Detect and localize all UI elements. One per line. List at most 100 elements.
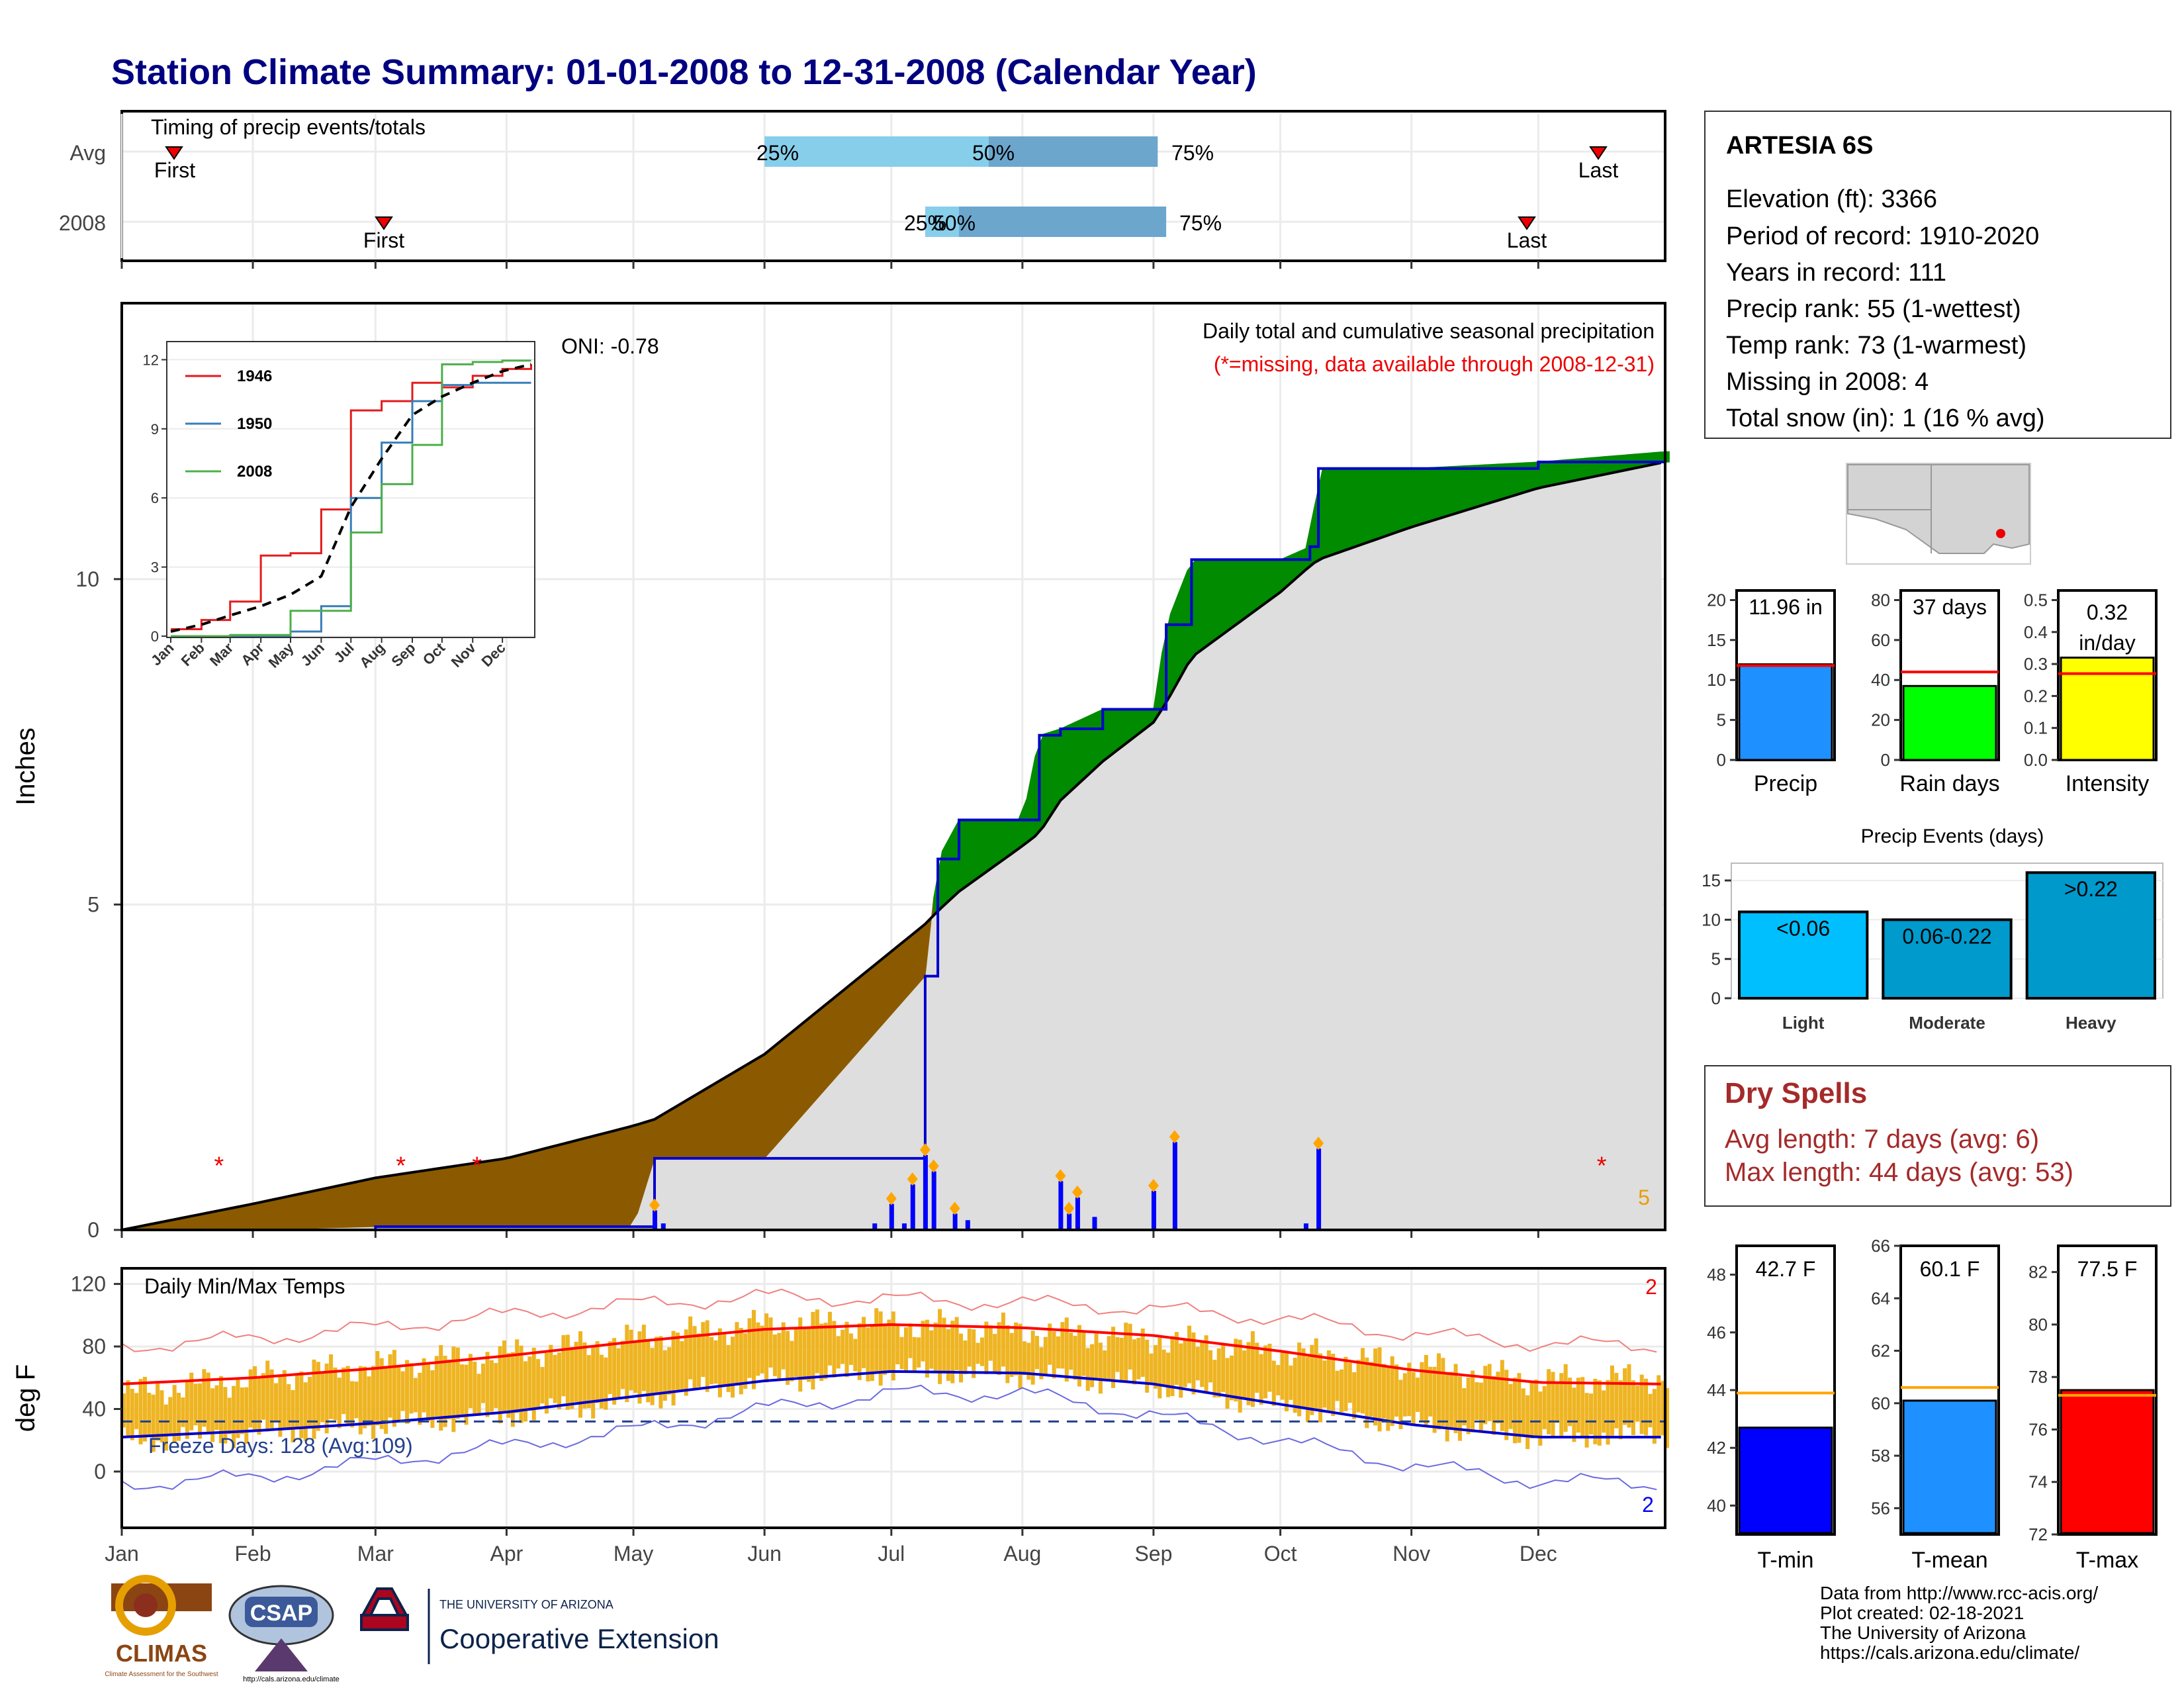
deficit-area xyxy=(755,1053,765,1159)
temp-summary-bar-t-min xyxy=(1738,1427,1833,1534)
surplus-area xyxy=(1254,559,1264,612)
daily-temp-bar xyxy=(684,1329,688,1396)
daily-temp-bar xyxy=(565,1335,570,1410)
daily-temp-bar xyxy=(582,1342,587,1409)
daily-temp-bar xyxy=(662,1350,667,1401)
daily-temp-bar xyxy=(823,1323,828,1380)
surplus-area xyxy=(1525,461,1535,492)
daily-temp-bar xyxy=(1424,1354,1428,1427)
temp-month-label: Sep xyxy=(1134,1542,1172,1566)
daily-temp-bar xyxy=(1402,1373,1407,1417)
daily-temp-bar xyxy=(1077,1325,1081,1387)
daily-temp-bar xyxy=(134,1393,139,1429)
daily-temp-bar xyxy=(1014,1322,1019,1376)
daily-temp-bar xyxy=(1559,1373,1564,1436)
temp-month-labels: Jan Feb Mar Apr May Jun Jul Aug Sep Oct Nov Dec xyxy=(105,1528,1557,1566)
daily-temp-bar xyxy=(963,1340,968,1374)
deficit-area xyxy=(553,1143,562,1227)
daily-temp-bar xyxy=(232,1385,236,1448)
daily-temp-bar xyxy=(163,1404,168,1451)
inset-legend-label: 2008 xyxy=(237,463,272,481)
dry-spells-max: Max length: 44 days (avg: 53) xyxy=(1725,1158,2073,1187)
summary-category-label: Precip xyxy=(1754,771,1817,796)
daily-temp-bar xyxy=(1276,1365,1281,1395)
daily-temp-bar xyxy=(1335,1370,1340,1401)
temp-yticks: 0 40 80 120 xyxy=(71,1272,122,1483)
daily-temp-bar xyxy=(1365,1357,1369,1429)
temp-ytick-label: 80 xyxy=(82,1335,106,1358)
daily-precip-bar xyxy=(1058,1181,1064,1230)
daily-temp-bar xyxy=(468,1354,473,1409)
avg-p25-p50-bar xyxy=(764,136,989,167)
daily-temp-bar xyxy=(832,1321,837,1378)
daily-temp-bar xyxy=(790,1340,794,1382)
surplus-area xyxy=(1474,464,1484,508)
daily-temp-bar xyxy=(717,1328,722,1397)
temp-summary-value-label: 42.7 F xyxy=(1756,1257,1816,1281)
precip-ytick-5: 5 xyxy=(87,892,99,916)
daily-precip-bar xyxy=(872,1223,878,1230)
temp-month-label: Apr xyxy=(490,1542,523,1566)
daily-temp-bar xyxy=(1216,1348,1221,1397)
temp-title: Daily Min/Max Temps xyxy=(144,1274,345,1298)
temp-month-label: Mar xyxy=(357,1542,394,1566)
daily-temp-bar xyxy=(629,1329,633,1391)
summary-ytick-label: 60 xyxy=(1871,630,1890,650)
inset-line-2008 xyxy=(171,359,531,637)
temp-ytick-label: 120 xyxy=(71,1272,106,1296)
deficit-area xyxy=(907,930,917,996)
daily-temp-bar xyxy=(156,1383,160,1441)
daily-temp-bar xyxy=(130,1389,134,1440)
climas-tagline: Climate Assessment for the Southwest xyxy=(105,1671,218,1678)
deficit-area xyxy=(375,1176,385,1227)
daily-temp-bar xyxy=(1200,1341,1205,1387)
temp-summary-ytick-label: 64 xyxy=(1871,1288,1890,1308)
deficit-area xyxy=(823,998,833,1092)
daily-temp-bar xyxy=(1250,1331,1255,1407)
surplus-area xyxy=(1601,455,1611,476)
daily-temp-bar xyxy=(168,1397,173,1435)
daily-temp-bar xyxy=(726,1344,731,1392)
daily-temp-bar xyxy=(1597,1380,1602,1446)
deficit-area xyxy=(815,1006,825,1102)
precip-ytick-0: 0 xyxy=(87,1218,99,1242)
daily-temp-bar xyxy=(316,1362,320,1431)
deficit-area xyxy=(891,943,901,1015)
daily-temp-bar xyxy=(979,1337,984,1366)
daily-temp-bar xyxy=(747,1318,752,1378)
daily-temp-bar xyxy=(1111,1327,1116,1388)
daily-precip-bar xyxy=(1172,1142,1177,1230)
deficit-area xyxy=(806,1012,816,1111)
daily-temp-bar xyxy=(337,1378,341,1429)
missing-day-marker: * xyxy=(214,1152,224,1180)
deficit-area xyxy=(307,1190,317,1229)
daily-temp-bar xyxy=(1022,1341,1026,1376)
daily-temp-bar xyxy=(870,1324,874,1382)
csap-url: http://cals.arizona.edu/climate xyxy=(243,1675,340,1683)
surplus-area xyxy=(1457,465,1467,514)
temp-summary-ytick-label: 40 xyxy=(1707,1495,1726,1515)
daily-precip-bar xyxy=(660,1223,666,1230)
daily-temp-bar xyxy=(646,1339,651,1403)
daily-temp-bar xyxy=(185,1381,189,1439)
deficit-area xyxy=(848,978,858,1064)
daily-temp-bar xyxy=(1174,1332,1179,1385)
daily-temp-bar xyxy=(827,1311,832,1366)
summary-value-label: 37 days xyxy=(1913,595,1987,619)
avg-cumulative-line xyxy=(121,461,1662,1231)
avg-first-marker xyxy=(165,146,183,160)
daily-temp-bar xyxy=(604,1357,608,1410)
station-dot xyxy=(1996,529,2005,538)
daily-temp-bar xyxy=(984,1321,989,1374)
daily-temp-bar xyxy=(794,1328,798,1377)
daily-temp-bar xyxy=(1453,1364,1458,1433)
deficit-area xyxy=(282,1195,292,1230)
deficit-area xyxy=(484,1160,494,1227)
daily-temp-bar xyxy=(540,1367,545,1404)
deficit-area xyxy=(291,1194,300,1229)
summary-category-label: Intensity xyxy=(2066,771,2150,796)
daily-temp-bar xyxy=(287,1383,291,1430)
footer-line: Plot created: 02-18-2021 xyxy=(1820,1603,2024,1623)
daily-temp-bar xyxy=(265,1360,270,1432)
daily-temp-bar xyxy=(1001,1312,1005,1367)
